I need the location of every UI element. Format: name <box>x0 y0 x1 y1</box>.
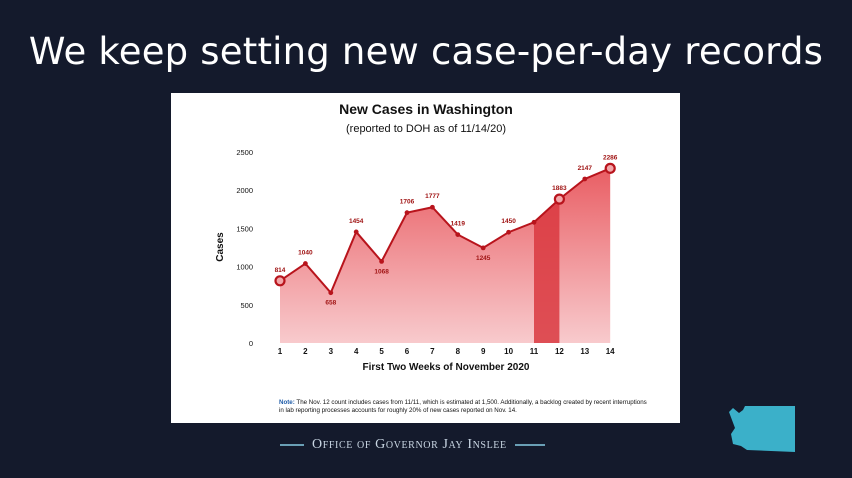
data-label: 2147 <box>578 165 593 172</box>
footer-banner: Office of Governor Jay Inslee <box>280 436 570 454</box>
plot-area: 8141040658145410681706177714191245145018… <box>236 148 617 356</box>
series-line <box>279 167 611 295</box>
data-point <box>531 219 537 225</box>
data-point <box>353 229 359 235</box>
data-point <box>379 259 384 264</box>
y-tick-label: 1500 <box>236 224 253 233</box>
data-label: 658 <box>325 300 336 307</box>
area-fill <box>280 168 611 343</box>
x-tick-label: 9 <box>481 347 486 356</box>
x-tick-label: 1 <box>278 347 283 356</box>
footer-text: Office of Governor Jay Inslee <box>312 437 507 452</box>
data-label: 2286 <box>603 154 618 161</box>
data-label: 1883 <box>552 185 567 192</box>
data-label: 1450 <box>501 218 516 225</box>
data-point <box>455 232 461 237</box>
data-point <box>404 210 410 216</box>
y-tick-label: 0 <box>249 339 253 348</box>
x-tick-label: 4 <box>354 347 359 356</box>
x-tick-label: 2 <box>303 347 308 356</box>
y-tick-label: 500 <box>240 301 253 310</box>
data-point <box>430 204 435 210</box>
data-point <box>303 261 308 266</box>
x-tick-label: 10 <box>504 347 513 356</box>
y-tick-label: 2500 <box>236 148 253 157</box>
x-tick-label: 3 <box>329 347 334 356</box>
data-label: 814 <box>275 267 286 274</box>
highlighted-point <box>274 275 286 287</box>
footer-rule-left <box>280 444 304 446</box>
data-label: 1454 <box>349 218 364 225</box>
chart-title: New Cases in Washington <box>339 101 513 117</box>
data-point <box>480 245 486 251</box>
line-area-chart: New Cases in Washington (reported to DOH… <box>215 101 618 373</box>
x-tick-label: 14 <box>606 347 615 356</box>
y-axis-label: Cases <box>215 232 226 262</box>
data-point <box>506 229 511 235</box>
x-tick-label: 12 <box>555 347 564 356</box>
washington-state-outline-icon <box>729 406 795 452</box>
data-point <box>582 176 588 182</box>
slide-title: We keep setting new case-per-day records <box>28 30 824 73</box>
y-tick-label: 1000 <box>236 263 253 272</box>
footnote-text: The Nov. 12 count includes cases from 11… <box>279 399 647 414</box>
highlight-band <box>534 199 560 343</box>
x-tick-label: 5 <box>379 347 384 356</box>
footnote: Note: The Nov. 12 count includes cases f… <box>279 399 649 415</box>
footer-rule-right <box>514 444 545 446</box>
y-tick-label: 2000 <box>236 186 253 195</box>
data-label: 1777 <box>425 193 440 200</box>
x-tick-label: 6 <box>405 347 410 356</box>
footnote-label: Note: <box>279 399 295 406</box>
chart-subtitle: (reported to DOH as of 11/14/20) <box>346 123 506 135</box>
x-tick-label: 13 <box>580 347 589 356</box>
data-point <box>328 290 334 296</box>
x-tick-label: 11 <box>530 347 539 356</box>
x-axis-label: First Two Weeks of November 2020 <box>363 362 530 373</box>
x-tick-label: 8 <box>456 347 461 356</box>
data-label: 1040 <box>298 250 313 257</box>
highlighted-point <box>553 193 565 205</box>
data-label: 1068 <box>374 268 389 275</box>
x-tick-label: 7 <box>430 347 435 356</box>
highlighted-point <box>604 162 616 174</box>
data-label: 1706 <box>400 199 415 206</box>
chart-panel: New Cases in Washington (reported to DOH… <box>171 93 680 423</box>
data-label: 1245 <box>476 255 491 262</box>
data-label: 1419 <box>451 221 466 228</box>
